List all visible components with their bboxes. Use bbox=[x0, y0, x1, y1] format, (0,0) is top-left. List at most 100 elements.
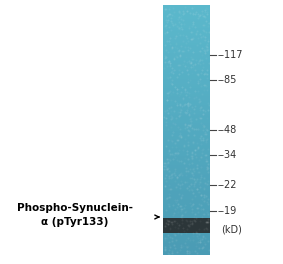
Bar bbox=[163, 119, 210, 120]
Bar bbox=[163, 84, 210, 85]
Text: --22: --22 bbox=[218, 180, 237, 190]
Bar bbox=[163, 75, 210, 76]
Bar bbox=[163, 130, 210, 131]
Bar bbox=[163, 90, 210, 91]
Bar bbox=[163, 148, 210, 149]
Bar bbox=[163, 153, 210, 154]
Bar bbox=[163, 189, 210, 190]
Bar bbox=[163, 104, 210, 105]
Bar bbox=[163, 245, 210, 246]
Bar bbox=[163, 34, 210, 35]
Bar bbox=[163, 115, 210, 116]
Bar bbox=[163, 79, 210, 80]
Bar bbox=[163, 136, 210, 138]
Bar bbox=[163, 224, 210, 225]
Bar bbox=[163, 49, 210, 50]
Bar bbox=[163, 230, 210, 231]
Bar bbox=[163, 101, 210, 102]
Bar bbox=[163, 69, 210, 70]
Bar bbox=[163, 135, 210, 136]
Bar bbox=[163, 21, 210, 22]
Bar bbox=[163, 117, 210, 119]
Bar bbox=[163, 112, 210, 114]
Bar bbox=[163, 107, 210, 109]
Bar bbox=[163, 151, 210, 153]
Bar bbox=[163, 29, 210, 30]
Bar bbox=[163, 174, 210, 175]
Bar bbox=[163, 155, 210, 156]
Bar bbox=[163, 76, 210, 78]
Bar bbox=[163, 179, 210, 180]
Bar bbox=[163, 111, 210, 112]
Bar bbox=[163, 228, 210, 229]
Bar bbox=[163, 231, 210, 233]
Bar bbox=[163, 80, 210, 81]
Bar bbox=[163, 89, 210, 90]
Bar bbox=[163, 194, 210, 195]
Bar bbox=[163, 86, 210, 87]
Bar bbox=[163, 197, 210, 199]
Bar bbox=[163, 114, 210, 115]
Bar bbox=[163, 15, 210, 16]
Bar bbox=[163, 215, 210, 216]
Bar bbox=[163, 131, 210, 133]
Bar bbox=[163, 27, 210, 29]
Bar bbox=[163, 59, 210, 60]
Bar bbox=[163, 116, 210, 117]
Bar bbox=[163, 102, 210, 104]
Bar bbox=[163, 16, 210, 17]
Bar bbox=[163, 48, 210, 49]
Bar bbox=[163, 201, 210, 202]
Bar bbox=[163, 243, 210, 244]
Bar bbox=[163, 91, 210, 92]
Bar bbox=[163, 170, 210, 171]
Bar bbox=[163, 214, 210, 215]
Bar bbox=[163, 225, 210, 226]
Bar bbox=[163, 213, 210, 214]
Bar bbox=[163, 71, 210, 73]
Bar bbox=[163, 133, 210, 134]
Bar bbox=[163, 195, 210, 196]
Bar bbox=[163, 185, 210, 186]
Bar bbox=[163, 180, 210, 181]
Bar bbox=[163, 218, 210, 219]
Text: --85: --85 bbox=[218, 75, 237, 85]
Bar bbox=[163, 109, 210, 110]
Bar bbox=[163, 5, 210, 6]
Bar bbox=[163, 220, 210, 221]
Bar bbox=[163, 37, 210, 39]
Bar bbox=[163, 200, 210, 201]
Bar bbox=[163, 9, 210, 10]
Bar bbox=[163, 211, 210, 213]
Bar bbox=[163, 234, 210, 235]
Bar bbox=[163, 184, 210, 185]
Bar bbox=[163, 44, 210, 45]
Bar bbox=[163, 158, 210, 159]
Bar bbox=[163, 206, 210, 208]
Bar bbox=[163, 199, 210, 200]
Bar bbox=[163, 191, 210, 192]
Bar bbox=[163, 248, 210, 249]
Bar bbox=[163, 50, 210, 51]
Bar bbox=[163, 150, 210, 151]
Bar bbox=[163, 41, 210, 43]
Bar bbox=[163, 61, 210, 63]
Bar bbox=[163, 7, 210, 9]
Bar bbox=[163, 82, 210, 84]
Bar bbox=[163, 171, 210, 172]
Bar bbox=[163, 97, 210, 99]
Bar bbox=[163, 140, 210, 141]
Bar bbox=[163, 241, 210, 243]
Text: --117: --117 bbox=[218, 50, 243, 60]
Bar bbox=[163, 78, 210, 79]
Bar bbox=[163, 58, 210, 59]
Text: --34: --34 bbox=[218, 150, 237, 160]
Bar bbox=[163, 177, 210, 179]
Bar bbox=[163, 56, 210, 58]
Bar bbox=[163, 134, 210, 135]
Bar bbox=[163, 219, 210, 220]
Bar bbox=[163, 159, 210, 160]
Bar bbox=[163, 74, 210, 75]
Bar bbox=[163, 12, 210, 14]
Bar bbox=[163, 92, 210, 94]
